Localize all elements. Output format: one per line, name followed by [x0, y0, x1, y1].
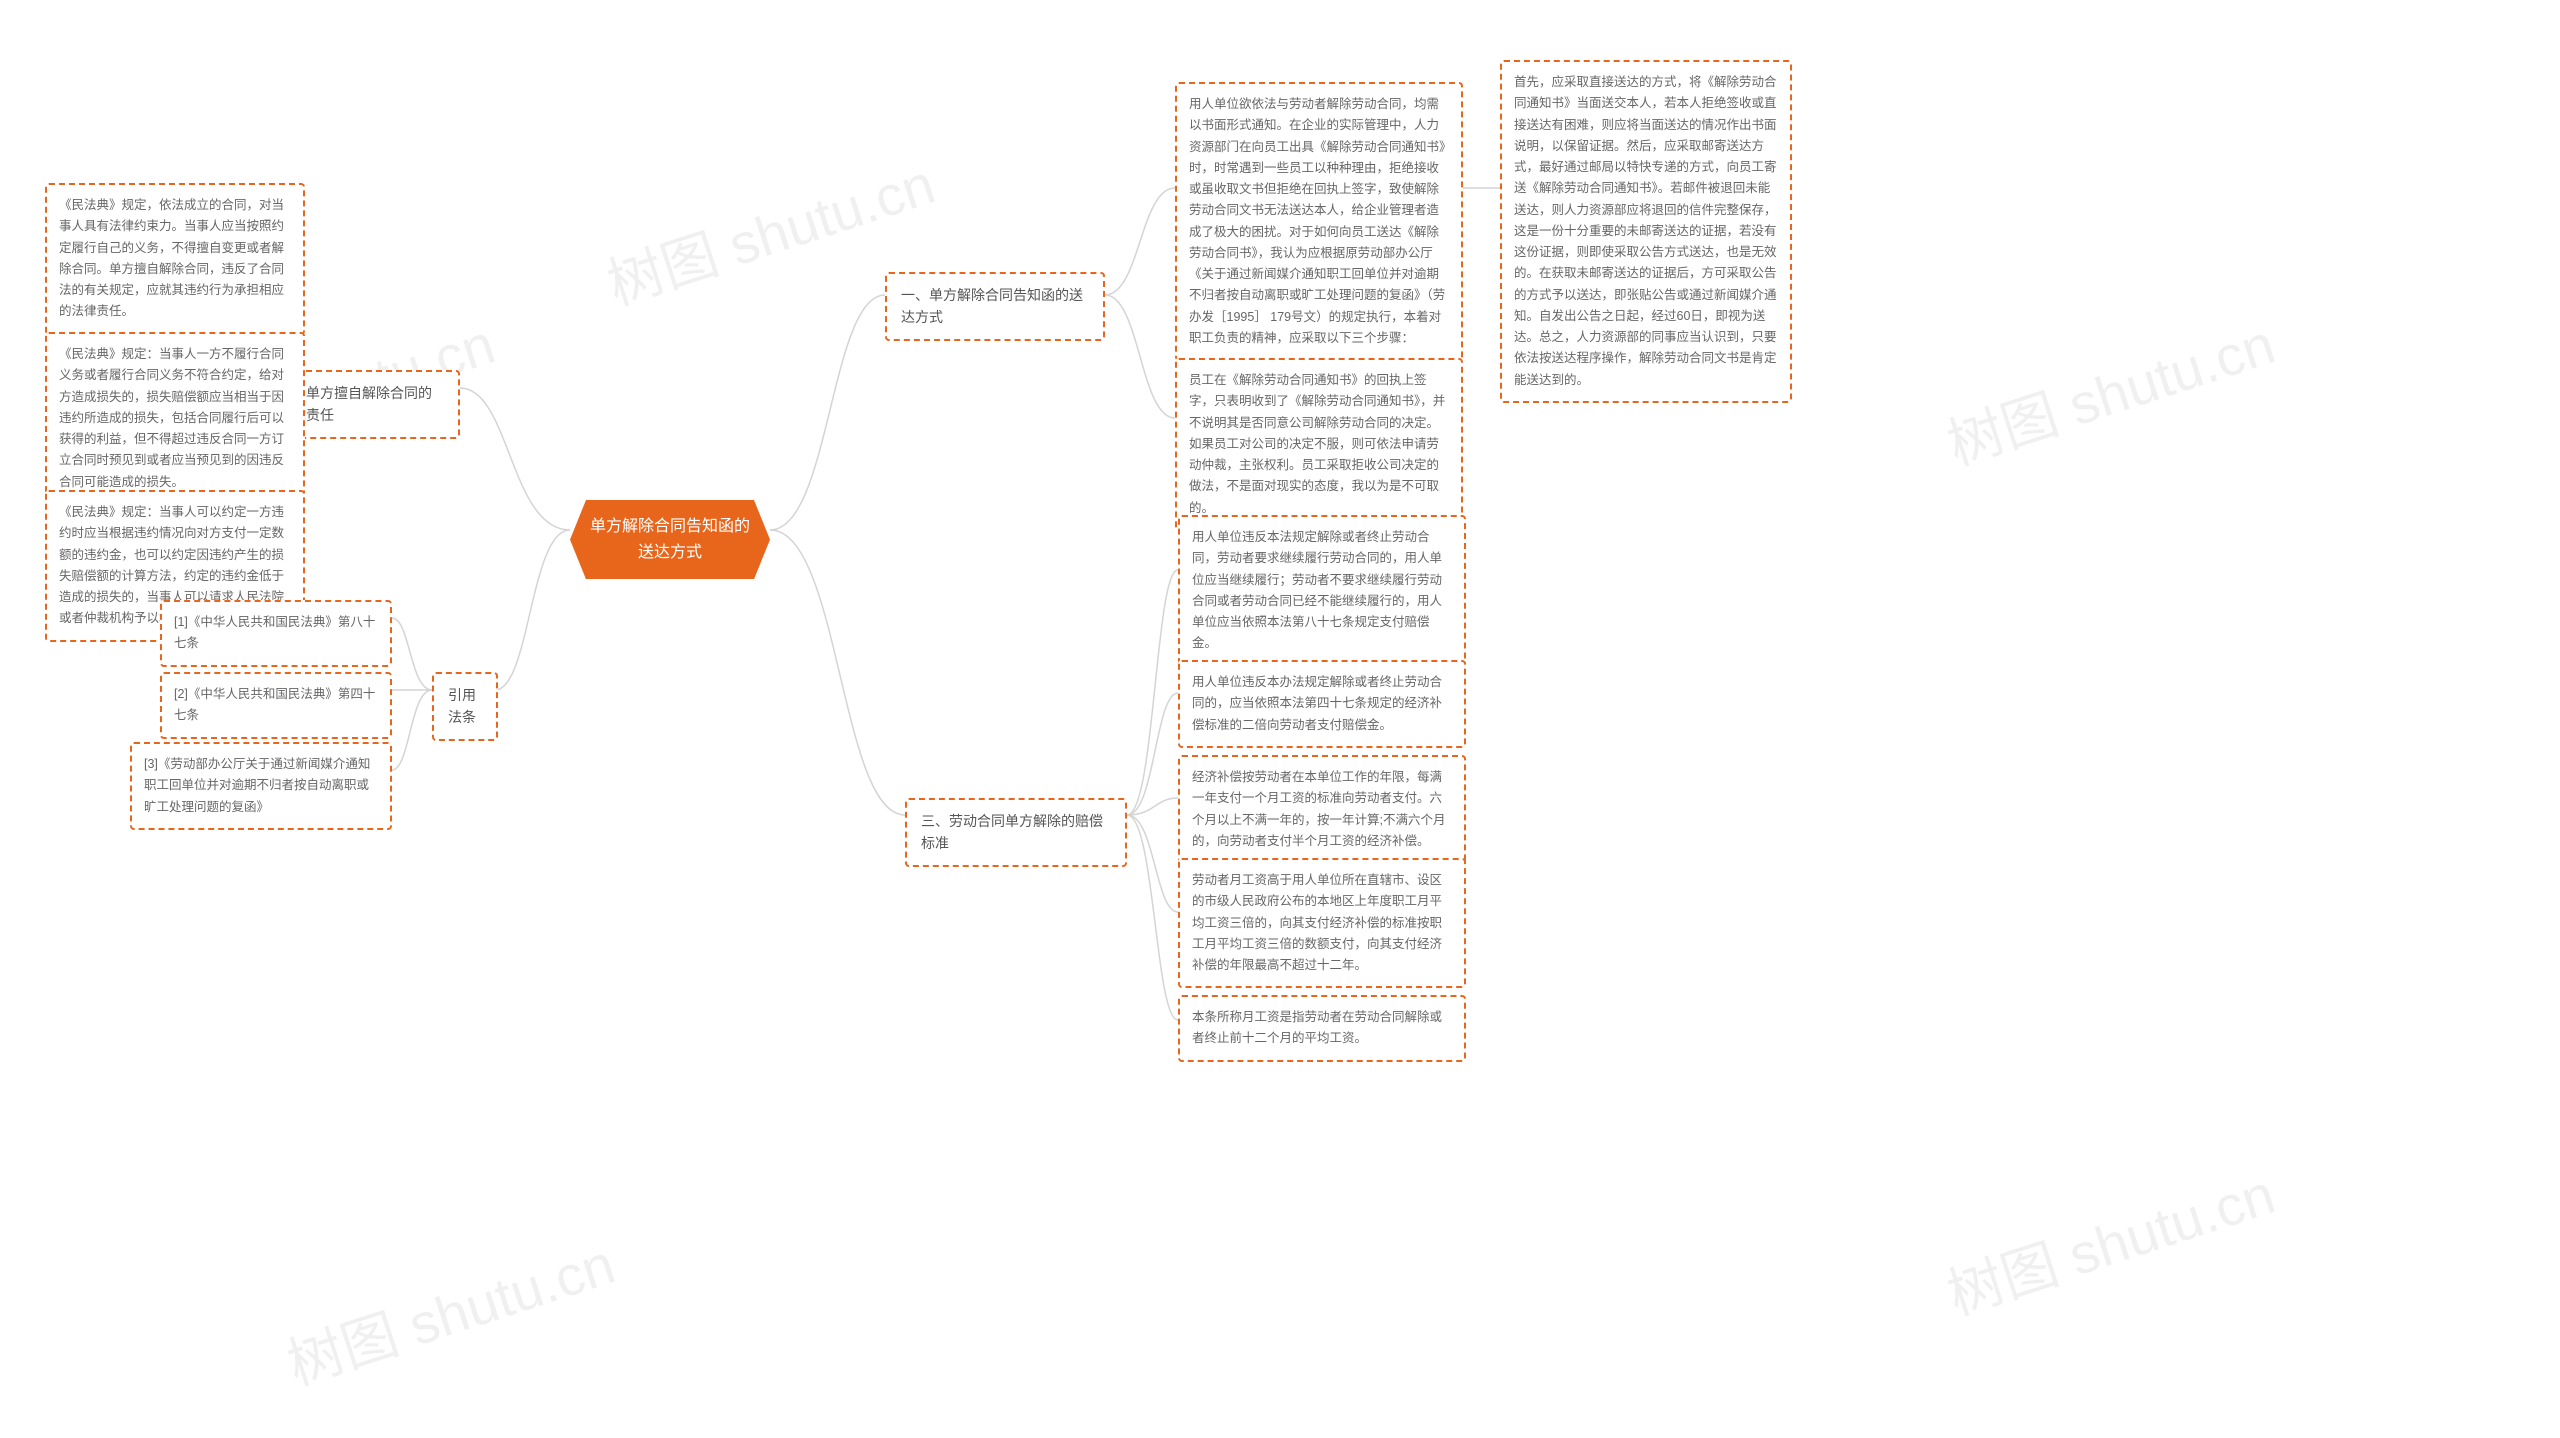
leaf-delivery-steps: 首先，应采取直接送达的方式，将《解除劳动合同通知书》当面送交本人，若本人拒绝签收…	[1500, 60, 1792, 403]
leaf-liability-b: 《民法典》规定：当事人一方不履行合同义务或者履行合同义务不符合约定，给对方造成损…	[45, 332, 305, 505]
leaf-delivery-intro: 用人单位欲依法与劳动者解除劳动合同，均需以书面形式通知。在企业的实际管理中，人力…	[1175, 82, 1463, 361]
root-node: 单方解除合同告知函的送达方式	[570, 500, 770, 579]
leaf-law-b: [2]《中华人民共和国民法典》第四十七条	[160, 672, 392, 739]
leaf-law-c: [3]《劳动部办公厅关于通过新闻媒介通知职工回单位并对逾期不归者按自动离职或旷工…	[130, 742, 392, 830]
branch-delivery-method: 一、单方解除合同告知函的送达方式	[885, 272, 1105, 341]
branch-cited-law: 引用法条	[432, 672, 498, 741]
leaf-comp-a: 用人单位违反本法规定解除或者终止劳动合同，劳动者要求继续履行劳动合同的，用人单位…	[1178, 515, 1466, 667]
watermark: 树图 shutu.cn	[276, 1220, 624, 1402]
leaf-liability-a: 《民法典》规定，依法成立的合同，对当事人具有法律约束力。当事人应当按照约定履行自…	[45, 183, 305, 335]
leaf-comp-b: 用人单位违反本办法规定解除或者终止劳动合同的，应当依照本法第四十七条规定的经济补…	[1178, 660, 1466, 748]
leaf-comp-d: 劳动者月工资高于用人单位所在直辖市、设区的市级人民政府公布的本地区上年度职工月平…	[1178, 858, 1466, 988]
watermark: 树图 shutu.cn	[1936, 300, 2284, 482]
watermark: 树图 shutu.cn	[1936, 1150, 2284, 1332]
leaf-comp-c: 经济补偿按劳动者在本单位工作的年限，每满一年支付一个月工资的标准向劳动者支付。六…	[1178, 755, 1466, 864]
leaf-comp-e: 本条所称月工资是指劳动者在劳动合同解除或者终止前十二个月的平均工资。	[1178, 995, 1466, 1062]
leaf-delivery-receipt: 员工在《解除劳动合同通知书》的回执上签字，只表明收到了《解除劳动合同通知书》，并…	[1175, 358, 1463, 531]
leaf-law-a: [1]《中华人民共和国民法典》第八十七条	[160, 600, 392, 667]
branch-compensation-standard: 三、劳动合同单方解除的赔偿标准	[905, 798, 1127, 867]
